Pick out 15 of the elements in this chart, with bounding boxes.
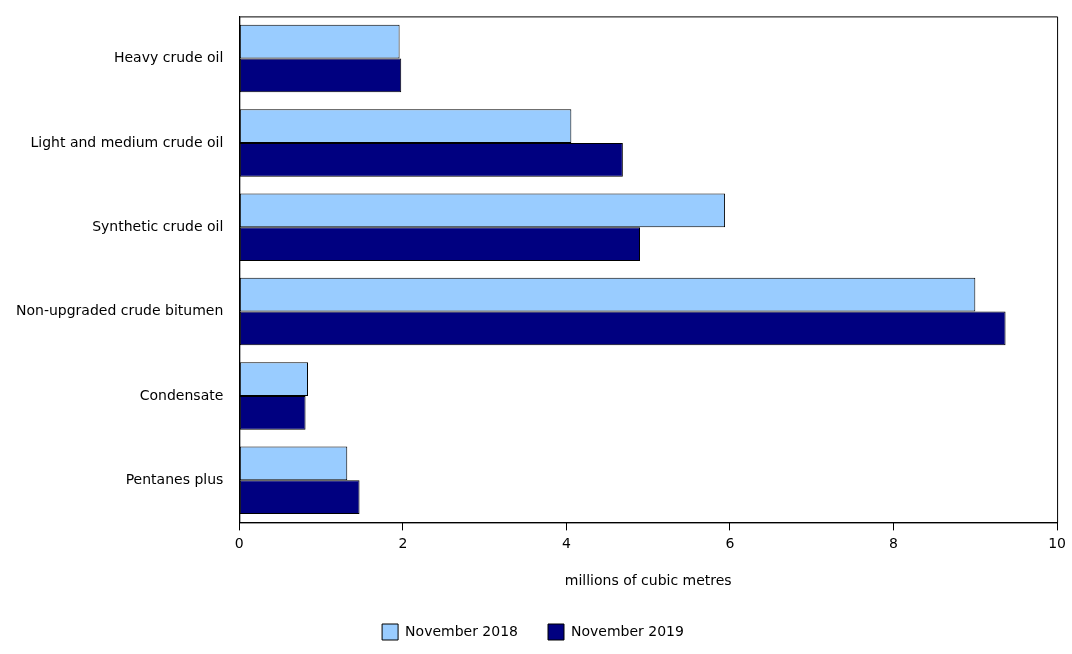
x-tick-label: 2 bbox=[398, 535, 408, 552]
y-tick-label: Condensate bbox=[139, 386, 224, 403]
y-tick-label: Synthetic crude oil bbox=[92, 217, 224, 234]
x-tick-label: 8 bbox=[889, 535, 898, 552]
x-tick-label: 6 bbox=[725, 535, 735, 552]
legend-label: November 2019 bbox=[571, 622, 684, 639]
y-tick-label: Heavy crude oil bbox=[113, 49, 224, 66]
x-tick-label: 10 bbox=[1048, 535, 1067, 552]
x-tick-label: 4 bbox=[561, 535, 571, 552]
legend-label: November 2018 bbox=[405, 622, 519, 639]
x-tick-label: 0 bbox=[234, 535, 244, 552]
y-tick-label: Light and medium crude oil bbox=[30, 133, 224, 150]
x-axis-title: millions of cubic metres bbox=[564, 572, 732, 589]
y-tick-label: Pentanes plus bbox=[125, 470, 224, 487]
y-tick-label: Non-upgraded crude bitumen bbox=[15, 302, 224, 319]
